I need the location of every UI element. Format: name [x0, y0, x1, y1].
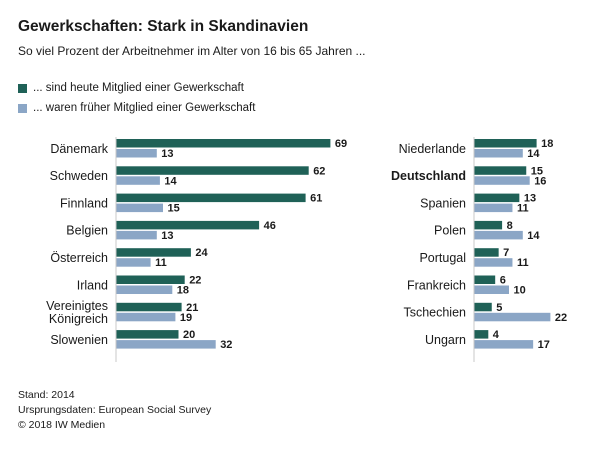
data-label-current: 61 — [310, 193, 322, 205]
data-label-current: 6 — [500, 275, 506, 287]
data-label-former: 19 — [180, 312, 192, 324]
bar-former — [474, 258, 513, 267]
bar-former — [116, 258, 151, 267]
legend-label-former: ... waren früher Mitglied einer Gewerksc… — [33, 102, 256, 114]
bar-current — [116, 193, 306, 203]
data-label-current: 8 — [507, 220, 513, 232]
bar-current — [474, 166, 527, 175]
legend-item-current: ... sind heute Mitglied einer Gewerkscha… — [18, 82, 244, 94]
data-label-current: 18 — [541, 138, 553, 150]
category-label: Tschechien — [403, 306, 466, 320]
data-label-current: 62 — [313, 165, 325, 177]
bar-current — [116, 139, 331, 148]
bar-current — [116, 330, 179, 339]
category-label: Spanien — [420, 196, 466, 210]
category-label: Frankreich — [407, 278, 466, 292]
bar-current — [474, 275, 496, 284]
category-label: Finnland — [60, 196, 108, 210]
bar-current — [116, 275, 185, 284]
bar-current — [474, 139, 537, 148]
bar-former — [474, 285, 509, 294]
category-label: Portugal — [419, 251, 466, 265]
data-label-current: 22 — [189, 275, 201, 287]
category-label: Vereinigtes — [46, 299, 108, 313]
bar-former — [474, 312, 551, 322]
data-label-former: 11 — [517, 257, 529, 269]
bar-current — [116, 248, 191, 257]
data-label-current: 20 — [183, 329, 195, 341]
data-label-current: 69 — [335, 138, 347, 150]
category-label: Polen — [434, 224, 466, 238]
data-label-current: 7 — [503, 247, 509, 259]
category-label: Belgien — [66, 224, 108, 238]
legend-item-former: ... waren früher Mitglied einer Gewerksc… — [18, 102, 255, 114]
category-label: Slowenien — [50, 333, 108, 347]
bar-former — [116, 176, 160, 185]
chart-footer: Stand: 2014 Ursprungsdaten: European Soc… — [18, 388, 211, 433]
bar-former — [116, 149, 157, 158]
category-label: Österreich — [50, 251, 108, 265]
bar-former — [474, 203, 513, 213]
bar-former — [116, 230, 157, 240]
data-label-former: 11 — [517, 203, 529, 215]
category-label: Königreich — [49, 312, 108, 326]
data-label-current: 21 — [186, 302, 198, 314]
bar-former — [474, 340, 534, 349]
data-label-former: 17 — [538, 339, 550, 351]
bar-current — [474, 248, 499, 257]
data-label-current: 46 — [264, 220, 276, 232]
footer-stand: Stand: 2014 — [18, 389, 75, 401]
data-label-current: 24 — [195, 247, 208, 259]
data-label-former: 14 — [164, 175, 177, 187]
bar-former — [116, 312, 176, 322]
chart-subtitle: So viel Prozent der Arbeitnehmer im Alte… — [18, 44, 366, 58]
category-label: Schweden — [50, 169, 108, 183]
category-label: Ungarn — [425, 333, 466, 347]
bar-current — [474, 302, 492, 312]
bar-current — [474, 330, 489, 339]
data-label-current: 13 — [524, 193, 536, 205]
data-label-current: 4 — [493, 329, 500, 341]
bar-former — [474, 176, 530, 185]
data-label-former: 14 — [527, 230, 540, 242]
data-label-former: 32 — [220, 339, 232, 351]
category-label: Dänemark — [50, 142, 108, 156]
data-label-former: 14 — [527, 148, 540, 160]
bar-current — [474, 193, 520, 203]
footer-source: Ursprungsdaten: European Social Survey — [18, 404, 212, 416]
bar-former — [474, 149, 523, 158]
data-label-former: 16 — [534, 175, 546, 187]
data-label-former: 13 — [161, 230, 173, 242]
data-label-former: 11 — [155, 257, 167, 269]
data-label-former: 22 — [555, 312, 567, 324]
bar-current — [116, 220, 260, 230]
data-label-current: 5 — [496, 302, 502, 314]
legend-swatch-former — [18, 103, 27, 113]
data-label-former: 18 — [177, 285, 189, 297]
data-label-former: 15 — [168, 203, 180, 215]
data-label-former: 13 — [161, 148, 173, 160]
bar-former — [116, 340, 216, 349]
bar-current — [116, 302, 182, 312]
bar-former — [116, 203, 163, 213]
bar-former — [116, 285, 173, 294]
bar-current — [474, 220, 503, 230]
category-label: Niederlande — [399, 142, 466, 156]
bar-current — [116, 166, 309, 175]
legend-label-current: ... sind heute Mitglied einer Gewerkscha… — [33, 82, 244, 94]
chart-title: Gewerkschaften: Stark in Skandinavien — [18, 18, 309, 35]
data-label-current: 15 — [531, 165, 543, 177]
legend-swatch-current — [18, 83, 27, 93]
category-label: Irland — [77, 278, 108, 292]
footer-copyright: © 2018 IW Medien — [18, 419, 106, 431]
bar-former — [474, 230, 523, 240]
category-label: Deutschland — [391, 169, 466, 183]
data-label-former: 10 — [514, 285, 526, 297]
